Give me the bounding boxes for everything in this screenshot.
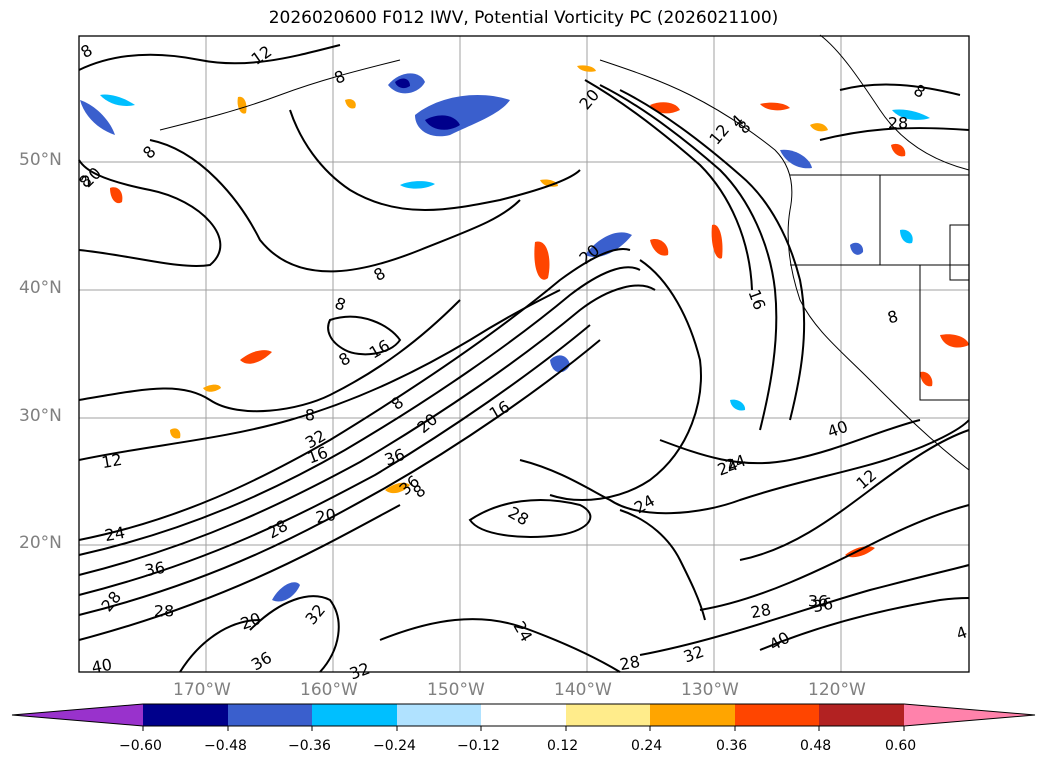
colorbar-segment bbox=[397, 704, 481, 726]
contour-label: 36 bbox=[143, 558, 166, 580]
colorbar-segment bbox=[481, 704, 566, 726]
gridlines bbox=[79, 36, 969, 672]
colorbar-extend-low bbox=[12, 704, 143, 726]
contour-label: 28 bbox=[888, 114, 908, 133]
colorbar-tick-label: −0.60 bbox=[119, 738, 162, 754]
colorbar-tick-label: 0.12 bbox=[547, 738, 579, 754]
colorbar bbox=[11, 703, 1036, 731]
colorbar-extend-high bbox=[904, 704, 1035, 726]
contour-label: 12 bbox=[100, 450, 123, 472]
pv-shading bbox=[80, 65, 969, 602]
contour-label: 28 bbox=[618, 652, 641, 674]
colorbar-segment bbox=[650, 704, 735, 726]
iwv-contours bbox=[78, 44, 970, 673]
contour-label: 36 bbox=[808, 592, 828, 611]
colorbar-tick-label: 0.48 bbox=[800, 738, 832, 754]
lon-label-130w: 130°W bbox=[681, 680, 739, 700]
plot-frame bbox=[78, 35, 970, 673]
contour-label: 40 bbox=[90, 655, 113, 677]
lon-label-160w: 160°W bbox=[300, 680, 358, 700]
lat-label-50n: 50°N bbox=[19, 150, 62, 170]
colorbar-segment bbox=[566, 704, 650, 726]
lon-label-140w: 140°W bbox=[554, 680, 612, 700]
contour-label: 20 bbox=[314, 505, 337, 527]
map-title: 2026020600 F012 IWV, Potential Vorticity… bbox=[268, 8, 779, 28]
contour-label: 28 bbox=[749, 600, 772, 622]
colorbar-segment bbox=[312, 704, 397, 726]
colorbar-tick-label: −0.48 bbox=[204, 738, 247, 754]
colorbar-segment bbox=[735, 704, 819, 726]
contour-label: 24 bbox=[103, 523, 126, 545]
lat-label-30n: 30°N bbox=[19, 406, 62, 426]
contour-label: 8 bbox=[885, 307, 900, 328]
lat-label-40n: 40°N bbox=[19, 278, 62, 298]
colorbar-tick-label: −0.24 bbox=[373, 738, 416, 754]
colorbar-segment bbox=[819, 704, 904, 726]
colorbar-tick-label: 0.24 bbox=[631, 738, 663, 754]
contour-label: 8 bbox=[305, 406, 315, 425]
lon-label-170w: 170°W bbox=[173, 680, 231, 700]
colorbar-tick-label: 0.60 bbox=[885, 738, 917, 754]
colorbar-tick-label: −0.36 bbox=[288, 738, 331, 754]
colorbar-tick-label: 0.36 bbox=[716, 738, 748, 754]
coastlines bbox=[159, 34, 970, 471]
lon-label-150w: 150°W bbox=[427, 680, 485, 700]
colorbar-tick-label: −0.12 bbox=[457, 738, 500, 754]
contour-label: 36 bbox=[811, 594, 834, 616]
contour-label: 28 bbox=[154, 602, 174, 621]
lon-label-120w: 120°W bbox=[808, 680, 866, 700]
colorbar-segment bbox=[228, 704, 312, 726]
lat-label-20n: 20°N bbox=[19, 533, 62, 553]
colorbar-segment bbox=[143, 704, 228, 726]
